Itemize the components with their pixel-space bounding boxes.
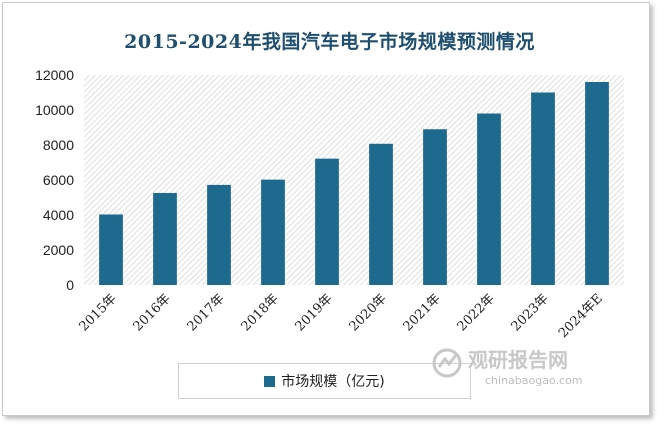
legend-swatch bbox=[264, 375, 276, 387]
bar-2021年 bbox=[423, 129, 447, 285]
x-axis: 2015年 2016年 2017年 2018年 2019年 2020年 2021年 2022年… bbox=[77, 291, 606, 341]
watermark-text: 观研报告网 bbox=[468, 348, 568, 372]
watermark-logo-icon bbox=[432, 348, 462, 378]
y-tick-label: 12000 bbox=[35, 67, 74, 83]
x-tick-label: 2015年 bbox=[77, 291, 120, 334]
bar-2023年 bbox=[531, 92, 555, 285]
x-tick-label: 2022年 bbox=[455, 291, 498, 334]
chart-title: 2015-2024年我国汽车电子市场规模预测情况 bbox=[124, 31, 535, 53]
y-tick-label: 4000 bbox=[43, 207, 74, 223]
bar-2022年 bbox=[477, 113, 501, 285]
bar-2024年E bbox=[585, 82, 609, 285]
x-tick-label: 2016年 bbox=[131, 291, 174, 334]
x-tick-label: 2023年 bbox=[509, 291, 552, 334]
watermark-url: chinabaogao.com bbox=[485, 374, 583, 387]
bar-2016年 bbox=[153, 192, 177, 285]
y-tick-label: 2000 bbox=[43, 242, 74, 258]
bar-2018年 bbox=[261, 179, 285, 285]
x-tick-label: 2018年 bbox=[239, 291, 282, 334]
y-axis: 0 2000 4000 6000 8000 10000 12000 bbox=[35, 67, 74, 293]
bar-2020年 bbox=[369, 143, 393, 285]
y-tick-label: 6000 bbox=[43, 172, 74, 188]
y-tick-label: 0 bbox=[66, 277, 74, 293]
x-tick-label: 2017年 bbox=[185, 291, 228, 334]
x-tick-label: 2020年 bbox=[347, 291, 390, 334]
x-tick-label: 2019年 bbox=[293, 291, 336, 334]
bar-2015年 bbox=[99, 214, 123, 285]
x-tick-label: 2021年 bbox=[401, 291, 444, 334]
watermark: 观研报告网 chinabaogao.com bbox=[432, 348, 583, 387]
legend: 市场规模（亿元) bbox=[178, 363, 471, 399]
x-tick-label: 2024年E bbox=[556, 291, 606, 341]
y-tick-label: 10000 bbox=[35, 102, 74, 118]
y-tick-label: 8000 bbox=[43, 137, 74, 153]
bars bbox=[99, 82, 609, 285]
bar-2017年 bbox=[207, 184, 231, 285]
legend-label: 市场规模（亿元) bbox=[281, 374, 385, 390]
bar-2019年 bbox=[315, 158, 339, 285]
